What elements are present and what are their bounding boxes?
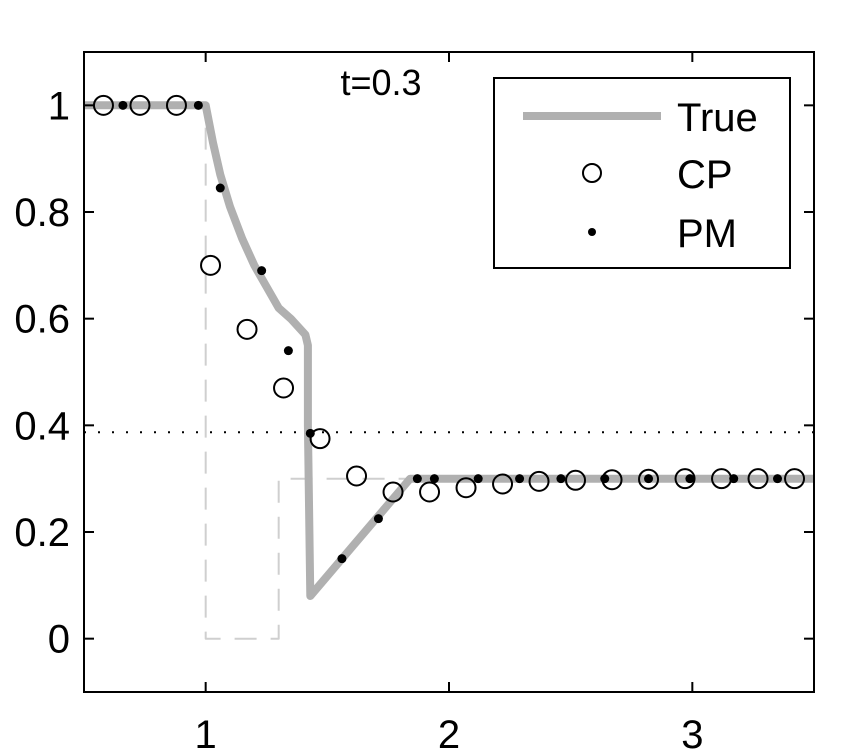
y-tick-label: 0.2 <box>14 511 70 555</box>
legend-pm-marker <box>588 228 596 236</box>
legend-box <box>493 77 791 269</box>
cp-point <box>674 468 696 490</box>
cp-point <box>346 465 368 487</box>
legend: True CP PM <box>493 77 791 269</box>
x-tick-label: 3 <box>681 713 703 756</box>
pm-point <box>600 474 610 484</box>
pm-point <box>305 428 315 438</box>
pm-point <box>685 474 695 484</box>
cp-point <box>273 377 295 399</box>
y-tick-label: 0.6 <box>14 298 70 342</box>
legend-cp-marker <box>582 163 602 183</box>
pm-point <box>118 100 128 110</box>
pm-point <box>215 183 225 193</box>
pm-point <box>773 474 782 484</box>
y-tick-label: 0 <box>48 618 70 662</box>
cp-point <box>638 468 660 490</box>
cp-point <box>492 473 514 495</box>
x-tick-label: 2 <box>438 713 460 756</box>
cp-point <box>747 468 769 490</box>
tick-labels: 1 2 3 0 0.2 0.4 0.6 0.8 1 <box>14 84 703 756</box>
pm-point <box>473 474 483 484</box>
pm-point <box>515 474 525 484</box>
legend-pm-label: PM <box>677 212 737 256</box>
plot-area <box>84 94 814 640</box>
y-tick-label: 0.4 <box>14 404 70 448</box>
cp-point <box>309 428 331 450</box>
pm-point <box>283 346 293 356</box>
cp-point <box>236 318 258 340</box>
cp-point <box>455 477 477 499</box>
cp-point <box>200 254 222 276</box>
legend-cp-label: CP <box>677 153 733 197</box>
pm-point <box>429 474 439 484</box>
ticks <box>84 52 814 692</box>
pm-point <box>644 474 654 484</box>
legend-true-label: True <box>677 96 758 140</box>
y-tick-label: 0.8 <box>14 191 70 235</box>
x-tick-label: 1 <box>195 713 217 756</box>
pm-point <box>193 100 203 110</box>
pm-point <box>556 474 566 484</box>
pm-point <box>412 474 422 484</box>
pm-point <box>257 266 267 276</box>
pm-point <box>729 474 739 484</box>
cp-point <box>129 94 151 116</box>
cp-point <box>565 469 587 491</box>
pm-point <box>337 554 347 564</box>
cp-point <box>528 470 550 492</box>
chart-title: t=0.3 <box>340 62 421 103</box>
series-line-light-dashed <box>84 104 814 640</box>
cp-point <box>784 468 806 490</box>
y-tick-label: 1 <box>48 84 70 128</box>
pm-point <box>373 514 383 524</box>
cp-point <box>165 94 187 116</box>
series-line-true <box>84 101 814 600</box>
cp-point <box>382 481 404 503</box>
cp-point <box>419 481 441 503</box>
